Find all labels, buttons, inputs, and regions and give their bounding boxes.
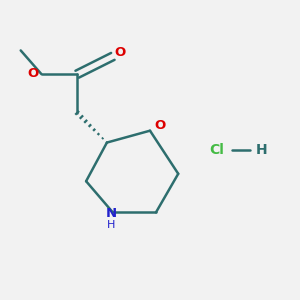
Text: N: N [106,207,117,220]
Text: Cl: Cl [209,143,224,157]
Text: O: O [154,119,165,132]
Text: O: O [28,67,39,80]
Text: O: O [115,46,126,59]
Text: H: H [107,220,116,230]
Text: H: H [256,143,267,157]
